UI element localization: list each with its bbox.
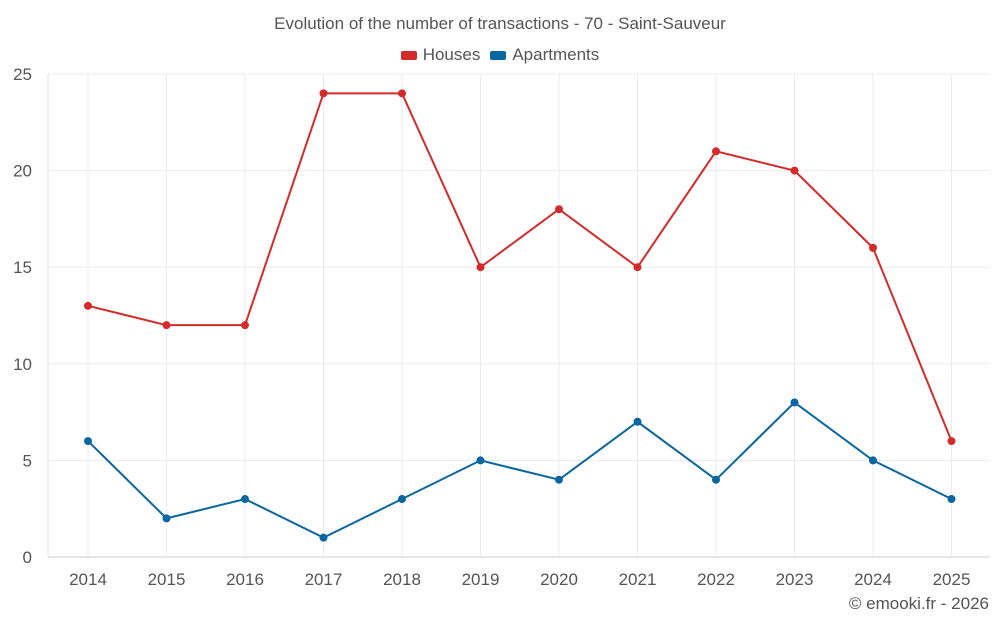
data-point-houses-2019 (476, 263, 485, 272)
x-tick-label: 2014 (69, 570, 107, 589)
data-point-apartments-2024 (869, 456, 877, 465)
x-tick-label: 2019 (462, 570, 500, 589)
data-point-apartments-2020 (555, 475, 563, 484)
data-point-apartments-2016 (241, 495, 249, 504)
legend-label-houses: Houses (422, 45, 481, 64)
x-tick-label: 2024 (854, 570, 892, 589)
data-point-houses-2025 (947, 437, 956, 446)
legend-swatch-houses (400, 50, 417, 60)
data-point-apartments-2015 (162, 514, 171, 523)
data-point-houses-2014 (84, 301, 92, 310)
x-tick-label: 2018 (383, 570, 421, 589)
x-tick-label: 2021 (619, 570, 657, 589)
series-line-apartments (87, 401, 952, 539)
series-line-houses (87, 92, 953, 442)
credit-text: © emooki.fr - 2026 (848, 594, 989, 613)
data-point-apartments-2019 (476, 456, 485, 465)
x-tick-label: 2016 (226, 570, 264, 589)
data-point-apartments-2017 (319, 533, 328, 542)
y-tick-label: 10 (13, 355, 32, 374)
data-point-houses-2020 (555, 205, 563, 214)
legend-swatch-apartments (490, 50, 507, 60)
data-point-apartments-2021 (633, 417, 642, 426)
chart-title: Evolution of the number of transactions … (274, 14, 726, 33)
data-point-houses-2016 (241, 321, 249, 330)
x-tick-label: 2020 (540, 570, 578, 589)
x-tick-label: 2015 (148, 570, 186, 589)
y-tick-label: 20 (13, 162, 32, 181)
x-tick-label: 2025 (933, 570, 971, 589)
legend-item-apartments[interactable]: Apartments (490, 45, 599, 65)
x-tick-label: 2017 (305, 570, 343, 589)
data-point-apartments-2023 (790, 398, 799, 407)
data-point-houses-2022 (712, 147, 720, 156)
x-tick-label: 2023 (776, 570, 814, 589)
data-point-houses-2024 (869, 243, 877, 252)
legend-label-apartments: Apartments (512, 45, 600, 64)
data-point-houses-2018 (398, 89, 406, 98)
data-point-houses-2021 (633, 263, 642, 272)
y-tick-label: 15 (13, 258, 32, 277)
data-point-apartments-2014 (84, 437, 92, 446)
data-point-houses-2023 (790, 166, 799, 175)
y-tick-label: 25 (13, 65, 32, 84)
data-point-apartments-2018 (398, 495, 406, 504)
data-point-apartments-2025 (947, 495, 956, 504)
data-point-houses-2017 (319, 89, 328, 98)
x-tick-label: 2022 (697, 570, 735, 589)
data-point-apartments-2022 (712, 475, 720, 484)
data-point-houses-2015 (162, 321, 171, 330)
y-tick-label: 0 (23, 548, 32, 567)
y-tick-label: 5 (23, 451, 32, 470)
legend-item-houses[interactable]: Houses (400, 45, 481, 65)
chart-legend: Houses Apartments (0, 45, 1000, 65)
